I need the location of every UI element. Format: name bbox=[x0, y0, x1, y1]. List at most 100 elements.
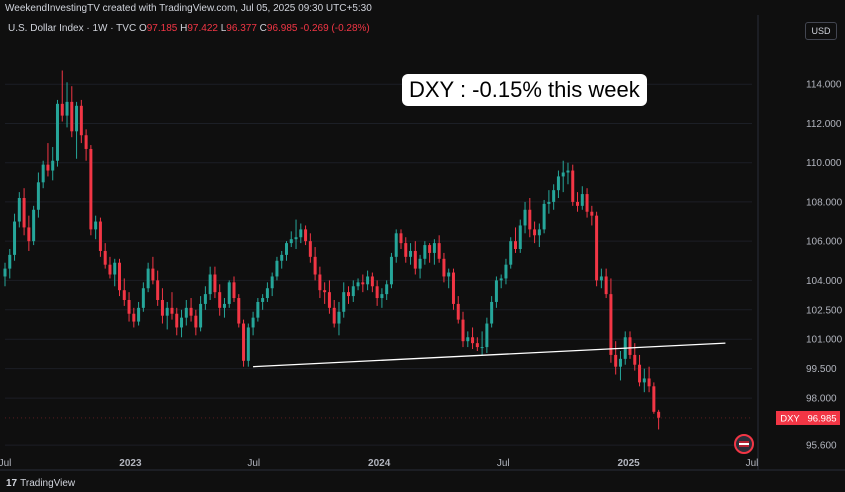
candle bbox=[499, 274, 503, 289]
y-tick-label: 104.000 bbox=[806, 276, 843, 287]
candle bbox=[17, 192, 21, 228]
candle-body bbox=[389, 256, 393, 285]
y-tick-label: 106.000 bbox=[806, 237, 843, 248]
candle-body bbox=[571, 170, 575, 202]
candle-body bbox=[208, 274, 212, 295]
currency-button[interactable]: USD bbox=[805, 22, 837, 40]
symbol-title[interactable]: U.S. Dollar Index · 1W · TVC bbox=[8, 23, 137, 34]
candle bbox=[22, 188, 26, 236]
candle bbox=[51, 147, 55, 181]
low-value: 96.377 bbox=[226, 23, 257, 34]
candle-body bbox=[27, 227, 31, 242]
candle bbox=[175, 307, 179, 336]
candle bbox=[399, 229, 403, 249]
candle-body bbox=[509, 241, 513, 265]
candle bbox=[118, 258, 122, 297]
candle-body bbox=[203, 294, 207, 304]
candle-body bbox=[638, 364, 642, 383]
candle bbox=[614, 341, 618, 375]
candle bbox=[652, 382, 656, 414]
candle bbox=[437, 235, 441, 263]
candle-body bbox=[242, 323, 246, 361]
candle-body bbox=[628, 337, 632, 355]
candle bbox=[409, 243, 413, 265]
candle-body bbox=[165, 307, 169, 316]
candle-body bbox=[156, 280, 160, 300]
candle-body bbox=[523, 209, 527, 226]
candle bbox=[36, 172, 40, 218]
candle bbox=[518, 219, 522, 253]
candle-body bbox=[60, 103, 64, 116]
candle-body bbox=[513, 241, 517, 249]
candle-body bbox=[409, 250, 413, 257]
candle bbox=[208, 266, 212, 300]
y-tick-label: 98.000 bbox=[806, 394, 837, 405]
candle-body bbox=[647, 378, 651, 387]
x-tick-label: Jul bbox=[247, 458, 260, 469]
y-tick-label: 114.000 bbox=[806, 80, 842, 91]
candle-body bbox=[146, 268, 150, 289]
candle bbox=[75, 101, 79, 159]
candle bbox=[3, 262, 7, 287]
candle-body bbox=[41, 164, 45, 183]
candle bbox=[113, 258, 117, 287]
candle-body bbox=[332, 307, 336, 324]
candle-body bbox=[442, 258, 446, 277]
candle-body bbox=[504, 264, 508, 279]
candle bbox=[394, 229, 398, 263]
candle-body bbox=[556, 176, 560, 191]
candle bbox=[509, 237, 513, 269]
candle bbox=[203, 286, 207, 310]
x-tick-label: Jul bbox=[0, 458, 11, 469]
candle-body bbox=[475, 343, 479, 348]
weekly-change-callout: DXY : -0.15% this week bbox=[402, 74, 647, 106]
candle-body bbox=[270, 276, 274, 289]
candle-body bbox=[304, 229, 308, 242]
y-tick-label: 101.000 bbox=[806, 335, 843, 346]
candle bbox=[318, 266, 322, 299]
tradingview-logo-icon: 17 bbox=[6, 478, 18, 489]
us-flag-icon[interactable] bbox=[734, 434, 754, 454]
candle bbox=[165, 301, 169, 330]
candle bbox=[160, 288, 164, 324]
candle-body bbox=[137, 307, 141, 322]
candle bbox=[308, 233, 312, 263]
candle-body bbox=[595, 215, 599, 281]
candle bbox=[604, 268, 608, 299]
candle-body bbox=[194, 315, 198, 328]
y-tick-label: 102.500 bbox=[806, 305, 843, 316]
last-price-symbol-box bbox=[776, 410, 804, 425]
candle bbox=[79, 99, 83, 144]
candle-body bbox=[318, 274, 322, 291]
candle bbox=[199, 296, 203, 332]
candle-body bbox=[432, 243, 436, 253]
candle-body bbox=[618, 358, 622, 367]
close-value: 96.985 bbox=[266, 23, 298, 34]
candle-body bbox=[385, 284, 389, 295]
candle bbox=[213, 266, 217, 299]
candle bbox=[265, 282, 269, 302]
candle-body bbox=[356, 282, 360, 287]
candle-body bbox=[375, 286, 379, 299]
candle bbox=[256, 298, 260, 322]
candle bbox=[413, 241, 417, 275]
candle bbox=[356, 278, 360, 291]
candle bbox=[337, 301, 341, 336]
candle bbox=[327, 280, 331, 314]
candle bbox=[404, 237, 408, 263]
candle bbox=[513, 227, 517, 253]
candle-body bbox=[337, 311, 341, 324]
candle bbox=[456, 296, 460, 324]
candle-body bbox=[323, 290, 327, 293]
candle-body bbox=[275, 260, 279, 277]
candle-body bbox=[232, 282, 236, 299]
candle bbox=[32, 205, 36, 246]
candle bbox=[423, 241, 427, 265]
candle bbox=[523, 201, 527, 234]
grid bbox=[5, 83, 752, 446]
candle bbox=[55, 99, 59, 167]
candle bbox=[485, 317, 489, 353]
candle-body bbox=[547, 201, 551, 204]
candle bbox=[294, 219, 298, 249]
